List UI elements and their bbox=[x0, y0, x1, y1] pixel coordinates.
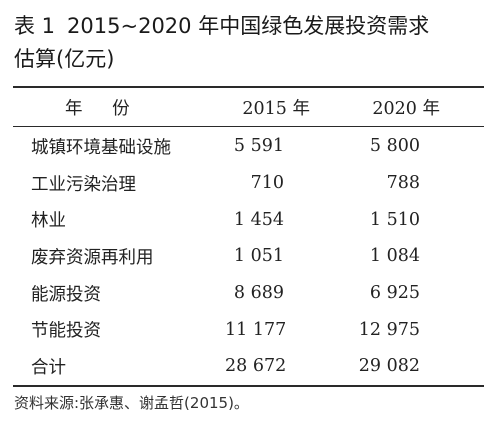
table-caption: 表 1 2015~2020 年中国绿色发展投资需求 估算(亿元) bbox=[14, 10, 484, 76]
row-name: 城镇环境基础设施 bbox=[31, 137, 171, 158]
table-bottom-rule bbox=[13, 385, 484, 387]
value-2015: 1 051 bbox=[233, 246, 284, 267]
value-2015: 28 672 bbox=[225, 356, 287, 377]
value-2015: 8 689 bbox=[233, 283, 284, 304]
header-year-label: 年 份 bbox=[65, 98, 142, 119]
value-2015: 11 177 bbox=[225, 319, 287, 340]
header-2015: 2015 年 bbox=[242, 98, 310, 119]
table-top-rule bbox=[13, 86, 484, 88]
value-2020: 5 800 bbox=[369, 136, 420, 157]
value-2020: 29 082 bbox=[358, 356, 420, 377]
table-row: 节能投资 11 177 12 975 bbox=[13, 311, 484, 348]
caption-line-1: 表 1 2015~2020 年中国绿色发展投资需求 bbox=[14, 10, 484, 43]
value-2015: 5 591 bbox=[233, 136, 284, 157]
value-2020: 1 084 bbox=[369, 246, 420, 267]
investment-table: 年 份 2015 年 2020 年 城镇环境基础设施 5 591 5 800 工… bbox=[13, 88, 484, 385]
row-name: 工业污染治理 bbox=[31, 174, 136, 195]
header-2020: 2020 年 bbox=[372, 98, 440, 119]
row-name: 废弃资源再利用 bbox=[31, 247, 154, 268]
table-row: 林业 1 454 1 510 bbox=[13, 201, 484, 238]
value-2020: 1 510 bbox=[369, 209, 420, 230]
caption-title-line-2: 估算(亿元) bbox=[14, 47, 115, 71]
row-name: 林业 bbox=[31, 211, 66, 232]
table-row: 工业污染治理 710 788 bbox=[13, 165, 484, 202]
table-row: 城镇环境基础设施 5 591 5 800 bbox=[13, 126, 484, 165]
source-note: 资料来源:张承惠、谢孟哲(2015)。 bbox=[14, 394, 249, 412]
table-header-row: 年 份 2015 年 2020 年 bbox=[13, 88, 484, 126]
row-name: 合计 bbox=[31, 357, 66, 378]
table-number: 表 1 bbox=[14, 14, 56, 38]
row-name: 节能投资 bbox=[31, 321, 101, 342]
value-2020: 788 bbox=[386, 173, 420, 194]
value-2020: 12 975 bbox=[358, 319, 420, 340]
table-header-rule bbox=[13, 126, 484, 127]
row-name: 能源投资 bbox=[31, 284, 101, 305]
table-row-total: 合计 28 672 29 082 bbox=[13, 348, 484, 385]
caption-title-line-1: 2015~2020 年中国绿色发展投资需求 bbox=[67, 14, 430, 38]
value-2015: 710 bbox=[250, 173, 284, 194]
value-2015: 1 454 bbox=[233, 209, 284, 230]
table-row: 废弃资源再利用 1 051 1 084 bbox=[13, 238, 484, 275]
table-row: 能源投资 8 689 6 925 bbox=[13, 275, 484, 312]
value-2020: 6 925 bbox=[369, 283, 420, 304]
